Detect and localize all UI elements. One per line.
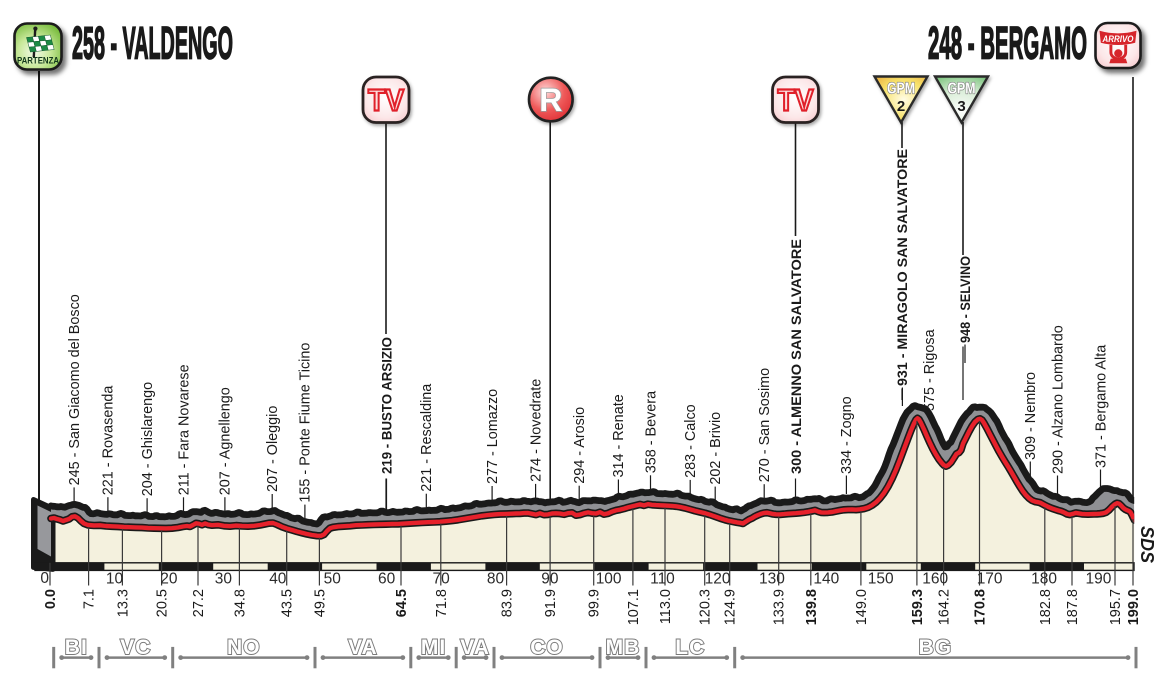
svg-text:40: 40 (269, 571, 287, 588)
svg-text:221 - Rovasenda: 221 - Rovasenda (101, 386, 117, 496)
svg-text:199.0: 199.0 (1126, 589, 1142, 625)
svg-text:10: 10 (106, 571, 124, 588)
svg-text:GPM: GPM (948, 81, 976, 98)
svg-text:90: 90 (541, 571, 559, 588)
svg-text:70: 70 (433, 571, 451, 588)
svg-text:180: 180 (1031, 571, 1057, 588)
svg-text:91.9: 91.9 (543, 589, 559, 617)
svg-text:VA: VA (460, 636, 490, 659)
svg-text:204 - Ghislarengo: 204 - Ghislarengo (140, 382, 156, 496)
svg-text:277 - Lomazzo: 277 - Lomazzo (485, 389, 501, 484)
svg-text:71.8: 71.8 (434, 589, 450, 617)
svg-text:34.8: 34.8 (232, 589, 248, 617)
svg-text:CO: CO (530, 636, 564, 659)
svg-text:274 - Novedrate: 274 - Novedrate (528, 379, 544, 482)
svg-text:64.5: 64.5 (394, 589, 410, 617)
svg-text:SDS: SDS (1137, 526, 1157, 563)
svg-text:43.5: 43.5 (280, 589, 296, 617)
svg-text:20: 20 (160, 571, 178, 588)
svg-text:124.9: 124.9 (723, 589, 739, 625)
svg-text:2: 2 (897, 98, 905, 115)
svg-text:7.1: 7.1 (82, 589, 98, 609)
svg-text:R: R (539, 82, 562, 118)
svg-text:155 - Ponte Fiume Ticino: 155 - Ponte Fiume Ticino (298, 343, 314, 503)
svg-text:164.2: 164.2 (937, 589, 953, 625)
svg-text:20.5: 20.5 (155, 589, 171, 617)
svg-text:120: 120 (705, 571, 731, 588)
svg-text:110: 110 (650, 571, 675, 588)
svg-text:211 - Fara Novarese: 211 - Fara Novarese (176, 364, 192, 495)
svg-text:0.0: 0.0 (43, 589, 59, 609)
svg-text:13.3: 13.3 (115, 589, 131, 617)
svg-text:575 - Rigosa: 575 - Rigosa (922, 329, 938, 411)
svg-text:107.1: 107.1 (626, 589, 642, 625)
svg-text:27.2: 27.2 (191, 589, 207, 617)
svg-text:258 - VALDENGO: 258 - VALDENGO (72, 18, 233, 69)
svg-text:PARTENZA: PARTENZA (17, 56, 59, 66)
svg-text:133.9: 133.9 (772, 589, 788, 625)
svg-text:160: 160 (922, 571, 948, 588)
svg-text:221 - Rescaldina: 221 - Rescaldina (419, 384, 435, 492)
svg-text:BI: BI (65, 636, 88, 659)
svg-text:182.8: 182.8 (1038, 589, 1054, 625)
svg-text:245 - San Giacomo del Bosco: 245 - San Giacomo del Bosco (67, 294, 83, 485)
svg-text:VA: VA (348, 636, 378, 659)
svg-text:334 - Zogno: 334 - Zogno (839, 396, 855, 474)
svg-text:948 - SELVINO: 948 - SELVINO (958, 256, 974, 343)
svg-text:248 - BERGAMO: 248 - BERGAMO (928, 18, 1087, 69)
svg-text:MB: MB (606, 636, 641, 659)
svg-text:NO: NO (227, 636, 261, 659)
svg-text:140: 140 (813, 571, 839, 588)
svg-text:170: 170 (977, 571, 1003, 588)
svg-text:TV: TV (368, 83, 404, 118)
svg-text:50: 50 (324, 571, 342, 588)
svg-text:MI: MI (421, 636, 446, 659)
svg-text:GPM: GPM (887, 81, 915, 98)
svg-text:219 - BUSTO ARSIZIO: 219 - BUSTO ARSIZIO (379, 337, 395, 474)
svg-text:371 - Bergamo Alta: 371 - Bergamo Alta (1093, 345, 1109, 468)
svg-text:314 - Renate: 314 - Renate (611, 394, 627, 477)
svg-text:149.0: 149.0 (854, 589, 870, 625)
svg-text:3: 3 (957, 98, 965, 115)
svg-text:113.0: 113.0 (658, 589, 674, 624)
svg-text:TV: TV (778, 83, 814, 118)
svg-text:170.8: 170.8 (973, 589, 989, 625)
svg-text:150: 150 (868, 571, 894, 588)
svg-text:49.5: 49.5 (312, 589, 328, 617)
svg-text:130: 130 (759, 571, 785, 588)
svg-text:294 - Arosio: 294 - Arosio (572, 407, 588, 484)
svg-text:207 - Agnellengo: 207 - Agnellengo (218, 387, 234, 495)
svg-text:159.3: 159.3 (910, 589, 926, 625)
svg-text:BG: BG (919, 636, 953, 659)
svg-text:60: 60 (378, 571, 396, 588)
svg-text:358 - Bevera: 358 - Bevera (643, 391, 659, 473)
svg-text:139.8: 139.8 (804, 589, 820, 625)
svg-text:120.3: 120.3 (698, 589, 714, 625)
svg-text:270 - San Sosimo: 270 - San Sosimo (757, 368, 773, 482)
svg-text:187.8: 187.8 (1065, 589, 1081, 625)
svg-text:195.7: 195.7 (1108, 589, 1124, 625)
svg-text:283 - Calco: 283 - Calco (683, 404, 699, 478)
svg-text:207 - Oleggio: 207 - Oleggio (265, 406, 281, 492)
svg-text:190: 190 (1086, 571, 1112, 588)
svg-text:290 - Alzano Lombardo: 290 - Alzano Lombardo (1050, 325, 1066, 474)
svg-text:300 - ALMENNO SAN SALVATORE: 300 - ALMENNO SAN SALVATORE (789, 239, 805, 474)
svg-text:99.9: 99.9 (587, 589, 603, 617)
svg-text:100: 100 (596, 571, 622, 588)
svg-text:202 - Brivio: 202 - Brivio (708, 412, 724, 485)
svg-text:0: 0 (40, 570, 49, 587)
svg-text:83.9: 83.9 (500, 589, 516, 617)
svg-text:931 - MIRAGOLO SAN SALVATORE: 931 - MIRAGOLO SAN SALVATORE (895, 149, 911, 386)
svg-text:309 - Nembro: 309 - Nembro (1023, 372, 1039, 460)
svg-text:LC: LC (675, 636, 705, 659)
svg-text:80: 80 (487, 571, 505, 588)
svg-text:ARRIVO: ARRIVO (1102, 34, 1134, 44)
svg-text:30: 30 (215, 571, 233, 588)
svg-text:VC: VC (120, 636, 151, 659)
